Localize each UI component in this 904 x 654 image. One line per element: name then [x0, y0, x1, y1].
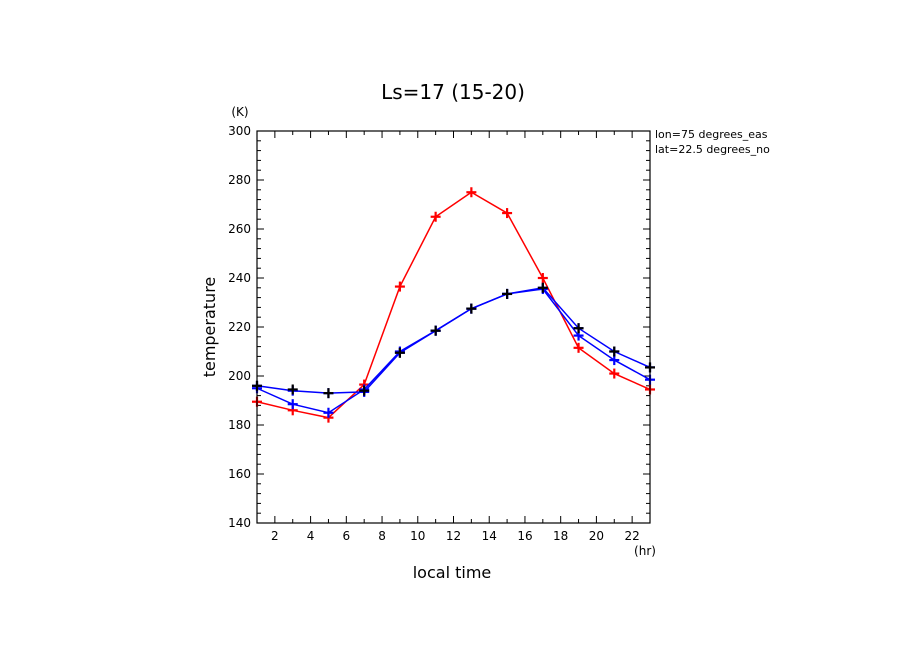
y-tick-label: 160 [228, 467, 251, 481]
data-point [609, 346, 620, 357]
y-tick-label: 200 [228, 369, 251, 383]
y-tick-label: 280 [228, 173, 251, 187]
series-3 [252, 282, 655, 399]
series-line [256, 191, 651, 419]
data-point [359, 385, 370, 396]
series-line [256, 286, 651, 394]
annotation-lat: lat=22.5 degrees_no [655, 143, 770, 156]
data-point [573, 323, 584, 334]
data-point [394, 347, 405, 358]
data-point [609, 368, 620, 379]
x-tick-label: 8 [378, 529, 386, 543]
y-tick-label: 180 [228, 418, 251, 432]
x-tick-label: 16 [517, 529, 532, 543]
x-tick-label: 2 [271, 529, 279, 543]
chart-title: Ls=17 (15-20) [381, 80, 525, 104]
plot-frame [256, 130, 651, 524]
series-1 [252, 284, 655, 418]
data-point [430, 325, 441, 336]
data-point [323, 407, 334, 418]
series-line [256, 288, 651, 414]
y-tick-label: 300 [228, 124, 251, 138]
y-tick-label: 260 [228, 222, 251, 236]
data-point [502, 208, 513, 219]
data-point [502, 288, 513, 299]
y-tick-label: 140 [228, 516, 251, 530]
x-tick-label: 4 [307, 529, 315, 543]
data-point [287, 384, 298, 395]
y-axis-label: temperature [200, 277, 219, 378]
data-point [609, 355, 620, 366]
axes: 2 4 6 8 10 12 14 16 18 20 22 140 160 180 200 220 240 260 2… [228, 124, 651, 543]
data-point [573, 342, 584, 353]
x-tick-label: 14 [482, 529, 497, 543]
data-point [466, 303, 477, 314]
x-tick-label: 6 [342, 529, 350, 543]
series-layer [252, 187, 655, 423]
y-unit-label: (K) [231, 105, 248, 119]
series-0 [252, 187, 655, 423]
data-point [430, 211, 441, 222]
data-point [537, 282, 548, 293]
data-point [394, 281, 405, 292]
x-tick-label: 12 [446, 529, 461, 543]
y-tick-label: 220 [228, 320, 251, 334]
data-point [466, 187, 477, 198]
annotation-lon: lon=75 degrees_eas [655, 128, 768, 141]
data-point [287, 399, 298, 410]
x-tick-label: 10 [410, 529, 425, 543]
x-unit-label: (hr) [634, 544, 656, 558]
x-tick-label: 20 [589, 529, 604, 543]
x-tick-label: 18 [553, 529, 568, 543]
y-tick-label: 240 [228, 271, 251, 285]
data-point [537, 273, 548, 283]
x-axis-label: local time [413, 563, 492, 582]
x-tick-label: 22 [624, 529, 639, 543]
series-2 [252, 282, 655, 399]
data-point [323, 388, 334, 399]
